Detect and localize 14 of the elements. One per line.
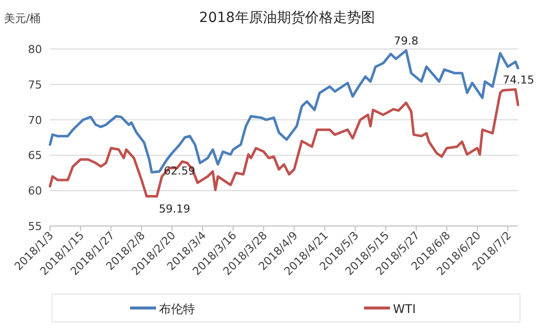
chart-title: 2018年原油期货价格走势图 — [199, 10, 375, 26]
y-tick-label: 80 — [28, 43, 42, 56]
annotation: 79.8 — [394, 34, 418, 48]
legend-label: 布伦特 — [159, 302, 195, 316]
legend-label: WTI — [393, 302, 416, 316]
y-tick-label: 55 — [28, 220, 42, 233]
line-series — [48, 88, 520, 198]
annotation: 74.15 — [502, 73, 534, 86]
y-tick-label: 60 — [28, 184, 42, 198]
y-axis-title: 美元/桶 — [4, 12, 41, 25]
y-tick-label: 75 — [28, 78, 42, 92]
annotation: 59.19 — [158, 202, 190, 216]
y-tick-label: 65 — [28, 149, 42, 162]
y-tick-label: 70 — [28, 114, 42, 127]
